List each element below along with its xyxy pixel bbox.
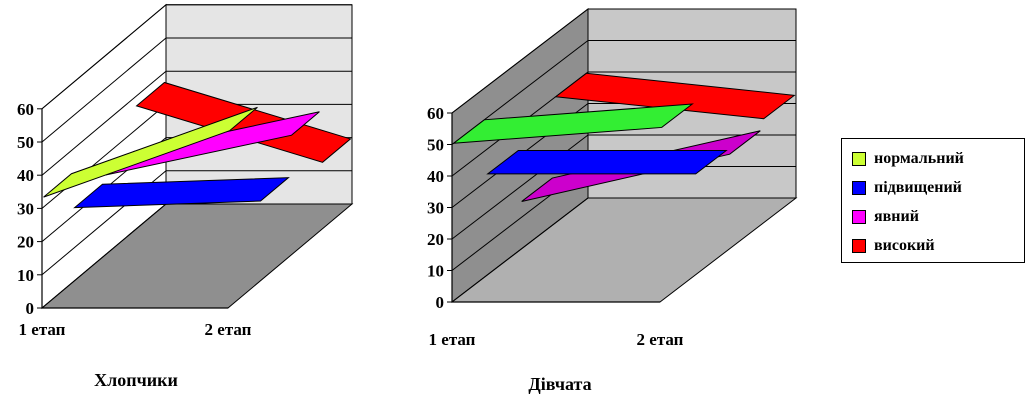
legend-swatch-high xyxy=(852,239,866,253)
legend-item-elevated: підвищений xyxy=(852,178,962,198)
chart0-title: Хлопчики xyxy=(94,370,178,390)
chart0-category-label: 2 етап xyxy=(205,320,252,339)
chart0-ribbon-3 xyxy=(135,81,352,163)
chart0-gridline-side xyxy=(41,104,167,209)
chart1-ytick-label: 60 xyxy=(427,104,444,123)
chart0-ytick-label: 60 xyxy=(17,100,34,119)
chart0-category-label: 1 етап xyxy=(19,320,66,339)
chart1-ytick-label: 30 xyxy=(427,199,444,218)
legend-swatch-elevated xyxy=(852,181,866,195)
chart1-title: Дівчата xyxy=(528,374,591,394)
legend-label-evident: явний xyxy=(874,208,919,225)
chart0-ytick-label: 10 xyxy=(17,266,34,285)
legend-item-evident: явний xyxy=(852,207,919,227)
chart1-ribbon-1 xyxy=(486,150,728,175)
legend-item-normal: нормальний xyxy=(852,149,964,169)
legend-label-normal: нормальний xyxy=(874,150,964,167)
legend-item-high: високий xyxy=(852,236,935,256)
chart1-ytick-label: 50 xyxy=(427,136,444,155)
legend-swatch-evident xyxy=(852,210,866,224)
chart0-gridline-side xyxy=(41,4,167,110)
chart1-ribbon-3 xyxy=(554,72,796,120)
chart0-ytick-label: 0 xyxy=(26,299,35,318)
chart1-ytick-label: 10 xyxy=(427,262,444,281)
chart0-gridline-side xyxy=(41,37,167,143)
chart0-ytick-label: 30 xyxy=(17,199,34,218)
chart1-ytick-label: 0 xyxy=(436,293,445,312)
chart0-ytick-label: 20 xyxy=(17,233,34,252)
chart0-gridline-side xyxy=(41,70,167,176)
chart1-ribbon-0 xyxy=(452,103,694,144)
chart1-gridline-side xyxy=(451,8,589,114)
chart0-ytick-label: 40 xyxy=(17,166,34,185)
chart0-gridline-side xyxy=(41,203,167,309)
chart0-ribbon-1 xyxy=(73,177,290,209)
chart1-category-label: 2 етап xyxy=(637,330,684,349)
legend-swatch-normal xyxy=(852,152,866,166)
chart1-gridline-side xyxy=(451,197,589,303)
legend-label-elevated: підвищений xyxy=(874,179,962,196)
chart1-category-label: 1 етап xyxy=(429,330,476,349)
legend-label-high: високий xyxy=(874,237,935,254)
chart1-ytick-label: 20 xyxy=(427,230,444,249)
chart1-ytick-label: 40 xyxy=(427,167,444,186)
legend: нормальний підвищений явний високий xyxy=(841,138,1025,263)
chart0-ribbon-0 xyxy=(43,106,258,198)
chart0-ytick-label: 50 xyxy=(17,133,34,152)
